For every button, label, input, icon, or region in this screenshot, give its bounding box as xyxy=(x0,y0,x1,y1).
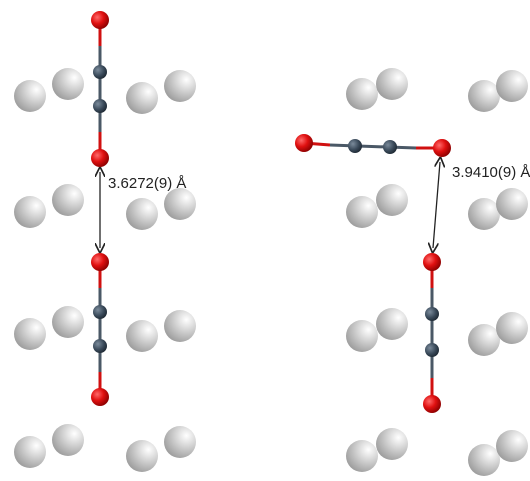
distance-arrow xyxy=(433,162,440,248)
molecule-left-bottom xyxy=(91,253,109,406)
background-spheres xyxy=(14,68,528,476)
molecule-right-top xyxy=(295,134,451,157)
molecule-left-top xyxy=(91,11,109,167)
distance-label: 3.9410(9) Å xyxy=(452,164,530,181)
distance-label: 3.6272(9) Å xyxy=(108,175,186,192)
molecule-right-bottom xyxy=(423,253,441,413)
structure-figure: 3.6272(9) Å 3.9410(9) Å xyxy=(0,0,530,481)
